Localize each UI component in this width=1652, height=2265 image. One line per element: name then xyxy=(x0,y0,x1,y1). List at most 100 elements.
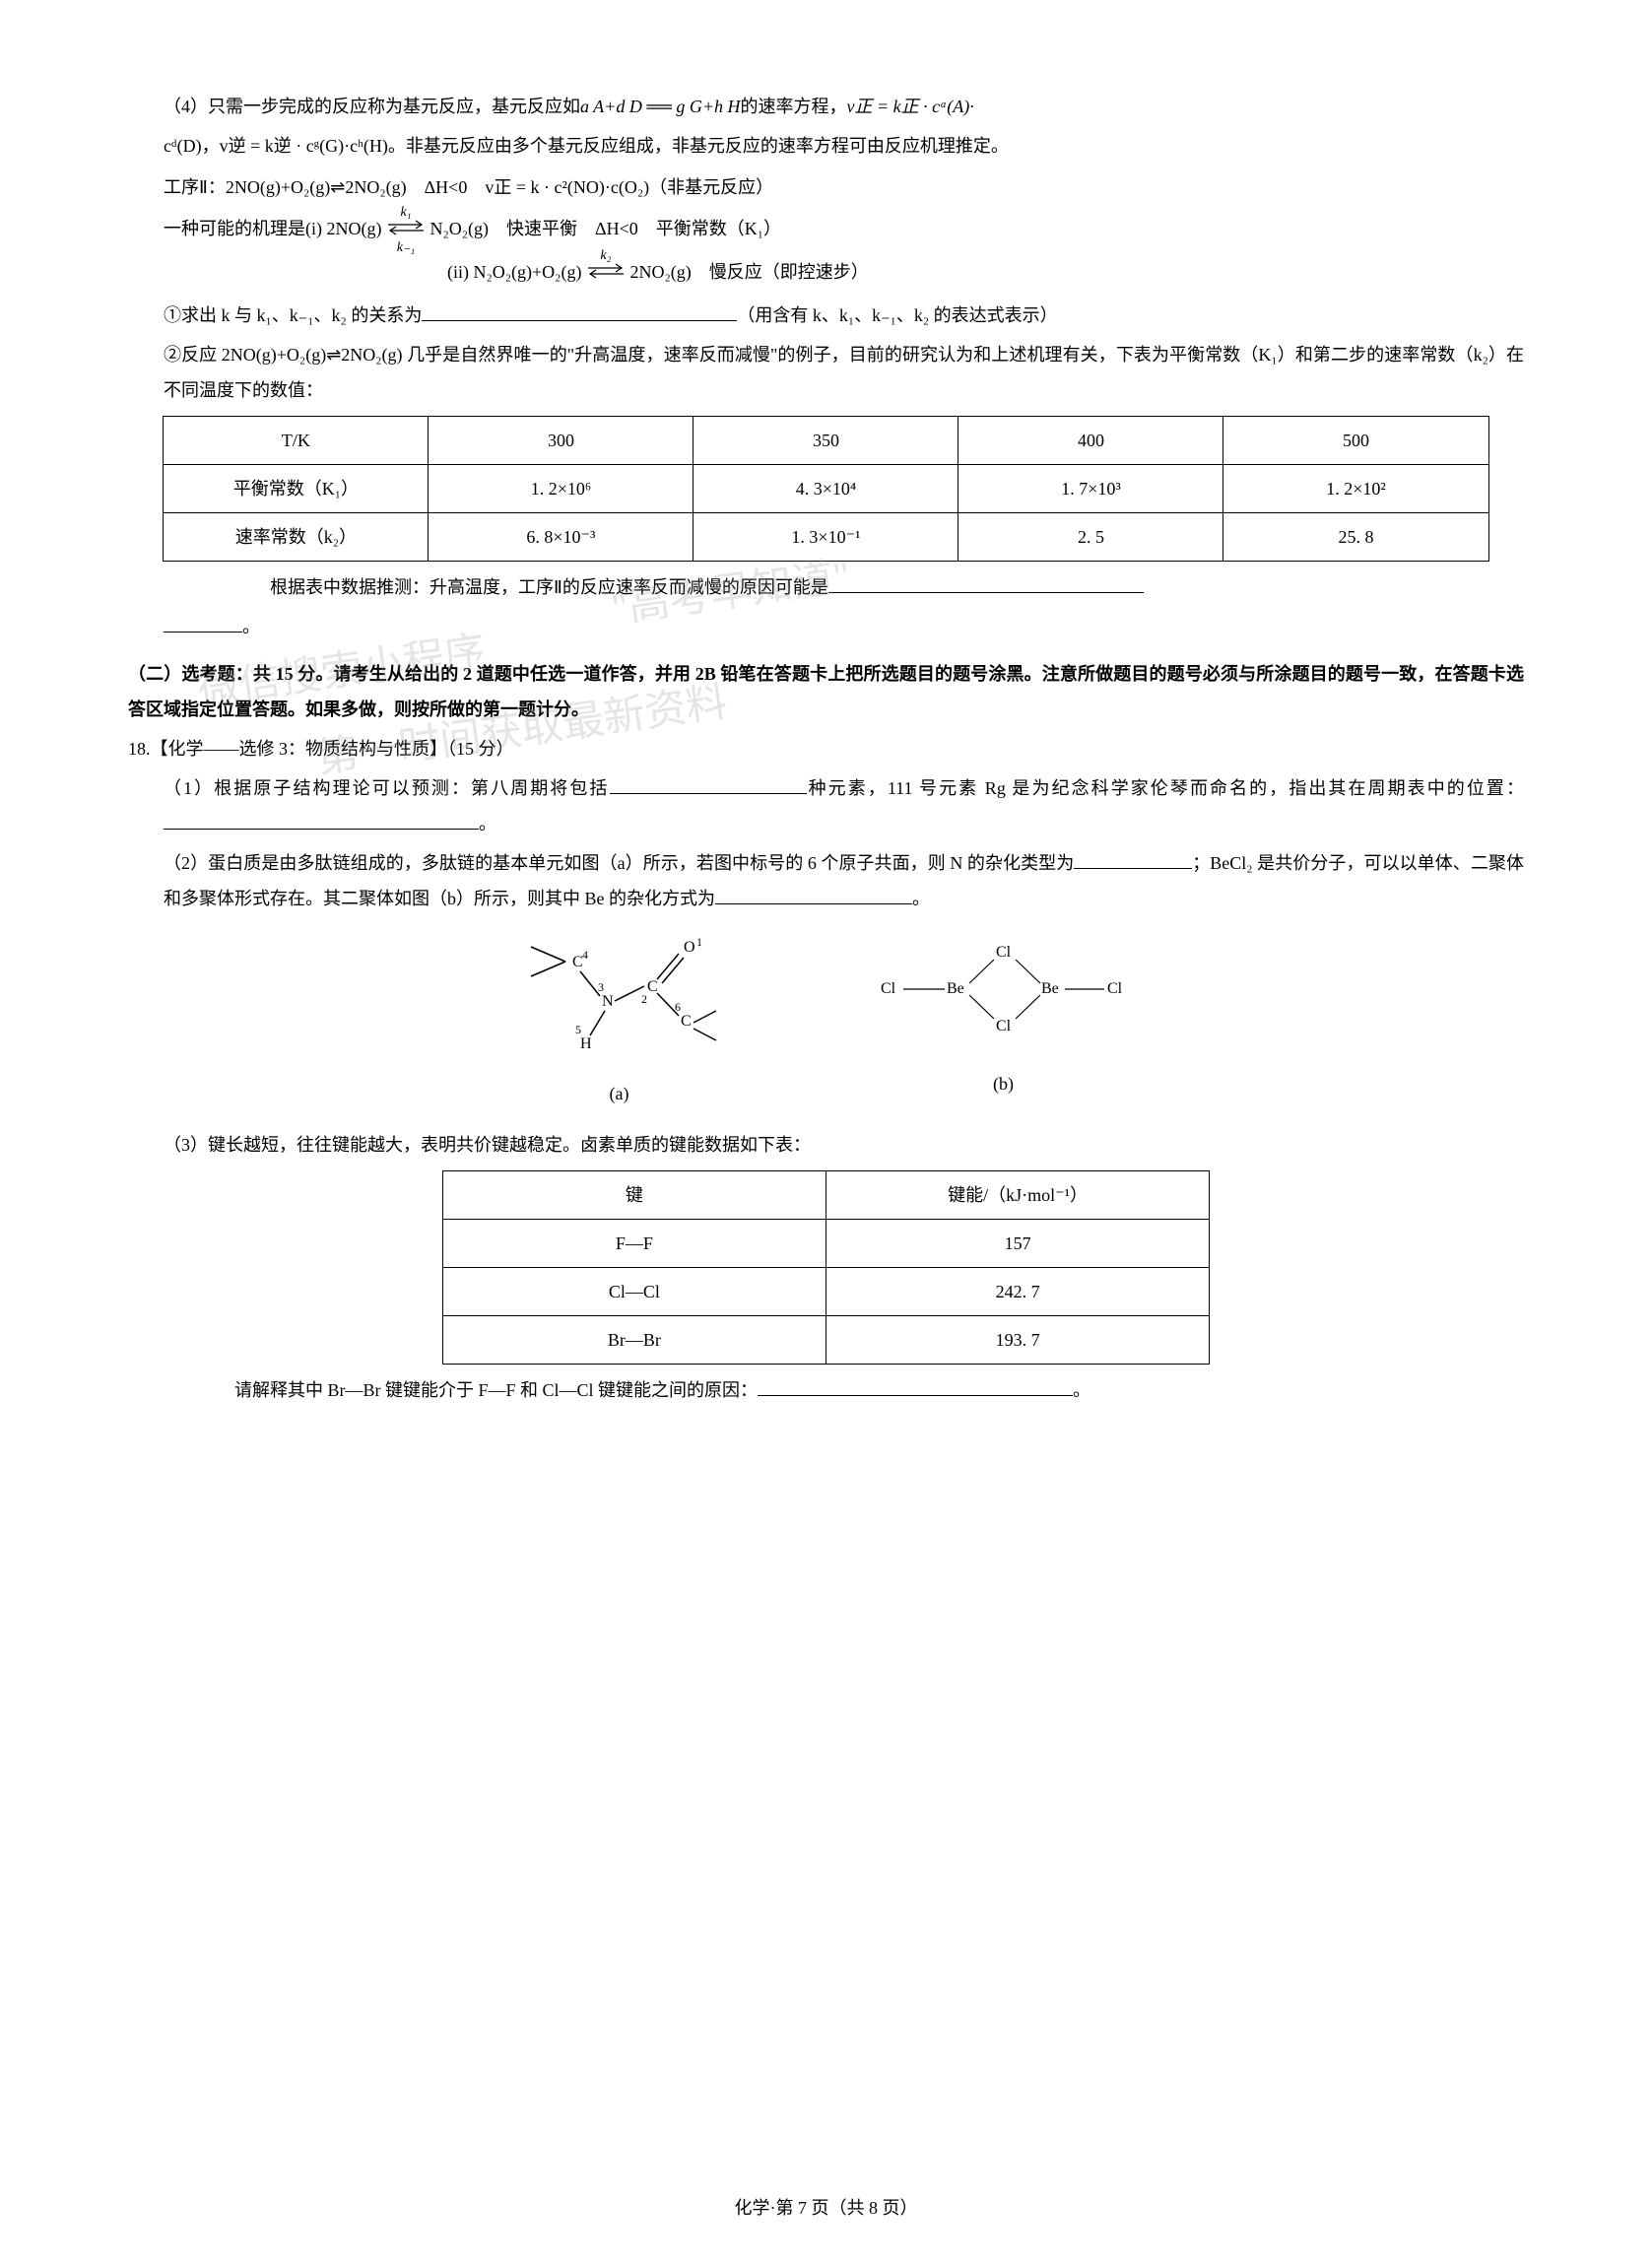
blank xyxy=(610,772,807,794)
td: F—F xyxy=(442,1219,826,1267)
th: 350 xyxy=(694,416,958,464)
td: 1. 2×10⁶ xyxy=(429,464,694,512)
sub2-a: ②反应 2NO(g)+O₂(g)⇌2NO₂(g) 几乎是自然界唯一的"升高温度，… xyxy=(164,345,1524,400)
sub1-b: （用含有 k、k₁、k₋₁、k₂ 的表达式表示） xyxy=(737,305,1057,325)
process2: 工序Ⅱ：2NO(g)+O₂(g)⇌2NO₂(g) ΔH<0 v正 = k · c… xyxy=(128,169,1524,205)
q18-sub1: （1）根据原子结构理论可以预测：第八周期将包括 种元素，111 号元素 Rg 是为… xyxy=(128,770,1524,841)
th: 键能/（kJ·mol⁻¹） xyxy=(826,1170,1210,1219)
svg-text:Be: Be xyxy=(947,980,964,997)
td: Br—Br xyxy=(442,1315,826,1364)
q4-conclusion: 根据表中数据推测：升高温度，工序Ⅱ的反应速率反而减慢的原因可能是 xyxy=(128,569,1524,605)
section2-text: （二）选考题：共 15 分。请考生从给出的 2 道题中任选一道作答，并用 2B … xyxy=(128,664,1524,719)
molecule-a-svg: C 4 N 3 H 5 C 2 O 1 C 6 xyxy=(521,932,718,1060)
svg-text:Cl: Cl xyxy=(1107,980,1123,997)
svg-text:C: C xyxy=(647,978,658,995)
q4-line2: cᵈ(D)，v逆 = k逆 · cᵍ(G)·cʰ(H)。非基元反应由多个基元反应… xyxy=(128,128,1524,164)
mech-ii-prod: 2NO₂(g) 慢反应（即控速步） xyxy=(629,262,868,282)
td: 25. 8 xyxy=(1223,512,1488,561)
q4-sub2: ②反应 2NO(g)+O₂(g)⇌2NO₂(g) 几乎是自然界唯一的"升高温度，… xyxy=(128,337,1524,408)
q4-eq: a A+d D ══ g G+h H xyxy=(580,97,740,116)
svg-text:Be: Be xyxy=(1041,980,1059,997)
svg-text:6: 6 xyxy=(675,1000,681,1014)
arrow-top2: k₂ xyxy=(586,242,626,270)
diagram-b-label: (b) xyxy=(876,1066,1132,1101)
arrow-bot: k₋₁ xyxy=(386,234,426,262)
blank xyxy=(828,571,1144,593)
diagram-a: C 4 N 3 H 5 C 2 O 1 C 6 (a) xyxy=(521,932,718,1111)
svg-text:2: 2 xyxy=(641,992,647,1006)
svg-text:Cl: Cl xyxy=(881,980,896,997)
s1b: 种元素，111 号元素 Rg 是为纪念科学家伦琴而命名的，指出其在周期表中的位置… xyxy=(807,778,1525,798)
th: 400 xyxy=(958,416,1223,464)
concl-end: 。 xyxy=(242,617,260,636)
s3qa: 请解释其中 Br—Br 键键能介于 F—F 和 Cl—Cl 键键能之间的原因： xyxy=(234,1380,758,1400)
table-row: 速率常数（k₂） 6. 8×10⁻³ 1. 3×10⁻¹ 2. 5 25. 8 xyxy=(164,512,1488,561)
td: 平衡常数（K₁） xyxy=(164,464,429,512)
sub1-a: ①求出 k 与 k₁、k₋₁、k₂ 的关系为 xyxy=(164,305,422,325)
blank xyxy=(164,808,479,830)
svg-text:N: N xyxy=(602,993,614,1010)
s1a: （1）根据原子结构理论可以预测：第八周期将包括 xyxy=(164,778,610,798)
svg-text:5: 5 xyxy=(575,1023,581,1036)
process2-eq: 2NO(g)+O₂(g)⇌2NO₂(g) ΔH<0 v正 = k · c²(NO… xyxy=(226,177,773,197)
td: 2. 5 xyxy=(958,512,1223,561)
reversible-arrow-i: k₁ k₋₁ xyxy=(386,213,426,248)
mech-i-prod: N₂O₂(g) 快速平衡 ΔH<0 平衡常数（K₁） xyxy=(430,219,781,238)
td: 242. 7 xyxy=(826,1267,1210,1315)
td: 速率常数（k₂） xyxy=(164,512,429,561)
table-row: F—F 157 xyxy=(442,1219,1209,1267)
blank xyxy=(164,611,242,633)
table-bond-energy: 键 键能/（kJ·mol⁻¹） F—F 157 Cl—Cl 242. 7 Br—… xyxy=(442,1170,1210,1365)
q4-line2-text: cᵈ(D)，v逆 = k逆 · cᵍ(G)·cʰ(H)。非基元反应由多个基元反应… xyxy=(164,136,1009,156)
blank xyxy=(1074,847,1192,869)
td: 6. 8×10⁻³ xyxy=(429,512,694,561)
q4-v: v正 = k正 · cᵃ(A)· xyxy=(846,97,973,116)
s3intro: （3）键长越短，往往键能越大，表明共价键越稳定。卤素单质的键能数据如下表： xyxy=(164,1135,811,1155)
q4-sub1: ①求出 k 与 k₁、k₋₁、k₂ 的关系为 （用含有 k、k₁、k₋₁、k₂ 的… xyxy=(128,298,1524,333)
table-row: 键 键能/（kJ·mol⁻¹） xyxy=(442,1170,1209,1219)
diagram-a-label: (a) xyxy=(521,1076,718,1111)
s3qb: 。 xyxy=(1073,1380,1090,1400)
blank xyxy=(422,300,737,321)
svg-text:1: 1 xyxy=(696,935,702,949)
svg-text:Cl: Cl xyxy=(996,944,1012,961)
td: Cl—Cl xyxy=(442,1267,826,1315)
svg-text:C: C xyxy=(681,1013,692,1030)
q4-conclusion-end: 。 xyxy=(128,609,1524,644)
blank xyxy=(758,1374,1073,1396)
th: T/K xyxy=(164,416,429,464)
td: 1. 2×10² xyxy=(1223,464,1488,512)
section2-title: （二）选考题：共 15 分。请考生从给出的 2 道题中任选一道作答，并用 2B … xyxy=(128,656,1524,727)
s2a: （2）蛋白质是由多肽链组成的，多肽链的基本单元如图（a）所示，若图中标号的 6 … xyxy=(164,853,1074,873)
td: 157 xyxy=(826,1219,1210,1267)
q18-sub2: （2）蛋白质是由多肽链组成的，多肽链的基本单元如图（a）所示，若图中标号的 6 … xyxy=(128,845,1524,916)
diagram-row: C 4 N 3 H 5 C 2 O 1 C 6 (a) xyxy=(128,932,1524,1111)
molecule-b-svg: Cl Be Cl Cl Be Cl xyxy=(876,932,1132,1050)
svg-text:O: O xyxy=(684,939,695,956)
table-row: Cl—Cl 242. 7 xyxy=(442,1267,1209,1315)
table-row: Br—Br 193. 7 xyxy=(442,1315,1209,1364)
th: 键 xyxy=(442,1170,826,1219)
diagram-b: Cl Be Cl Cl Be Cl (b) xyxy=(876,932,1132,1111)
mech-ii-label: (ii) N₂O₂(g)+O₂(g) xyxy=(447,262,581,282)
mechanism-i: 一种可能的机理是(i) 2NO(g) k₁ k₋₁ N₂O₂(g) 快速平衡 Δ… xyxy=(128,211,1524,248)
svg-text:4: 4 xyxy=(582,948,588,962)
process2-label: 工序Ⅱ： xyxy=(164,177,226,197)
page-footer: 化学·第 7 页（共 8 页） xyxy=(0,2190,1652,2226)
s1c: 。 xyxy=(479,814,496,833)
mechanism-ii: (ii) N₂O₂(g)+O₂(g) k₂ 2NO₂(g) 慢反应（即控速步） xyxy=(128,254,1524,292)
s2c: 。 xyxy=(912,889,930,908)
q4-text2: 的速率方程， xyxy=(740,97,846,116)
arrow-top: k₁ xyxy=(386,199,426,227)
mech-intro: 一种可能的机理是(i) 2NO(g) xyxy=(164,219,381,238)
table-row: T/K 300 350 400 500 xyxy=(164,416,1488,464)
concl-a: 根据表中数据推测：升高温度，工序Ⅱ的反应速率反而减慢的原因可能是 xyxy=(270,577,828,597)
q18-sub3-intro: （3）键长越短，往往键能越大，表明共价键越稳定。卤素单质的键能数据如下表： xyxy=(128,1127,1524,1163)
q4-text: （4）只需一步完成的反应称为基元反应，基元反应如 xyxy=(164,97,580,116)
q4-line1: （4）只需一步完成的反应称为基元反应，基元反应如a A+d D ══ g G+h… xyxy=(128,89,1524,124)
svg-text:H: H xyxy=(580,1035,592,1052)
table-constants: T/K 300 350 400 500 平衡常数（K₁） 1. 2×10⁶ 4.… xyxy=(163,416,1488,562)
q18-sub3-q: 请解释其中 Br—Br 键键能介于 F—F 和 Cl—Cl 键键能之间的原因： 。 xyxy=(128,1372,1524,1408)
footer-text: 化学·第 7 页（共 8 页） xyxy=(735,2198,918,2218)
reversible-arrow-ii: k₂ xyxy=(586,256,626,292)
